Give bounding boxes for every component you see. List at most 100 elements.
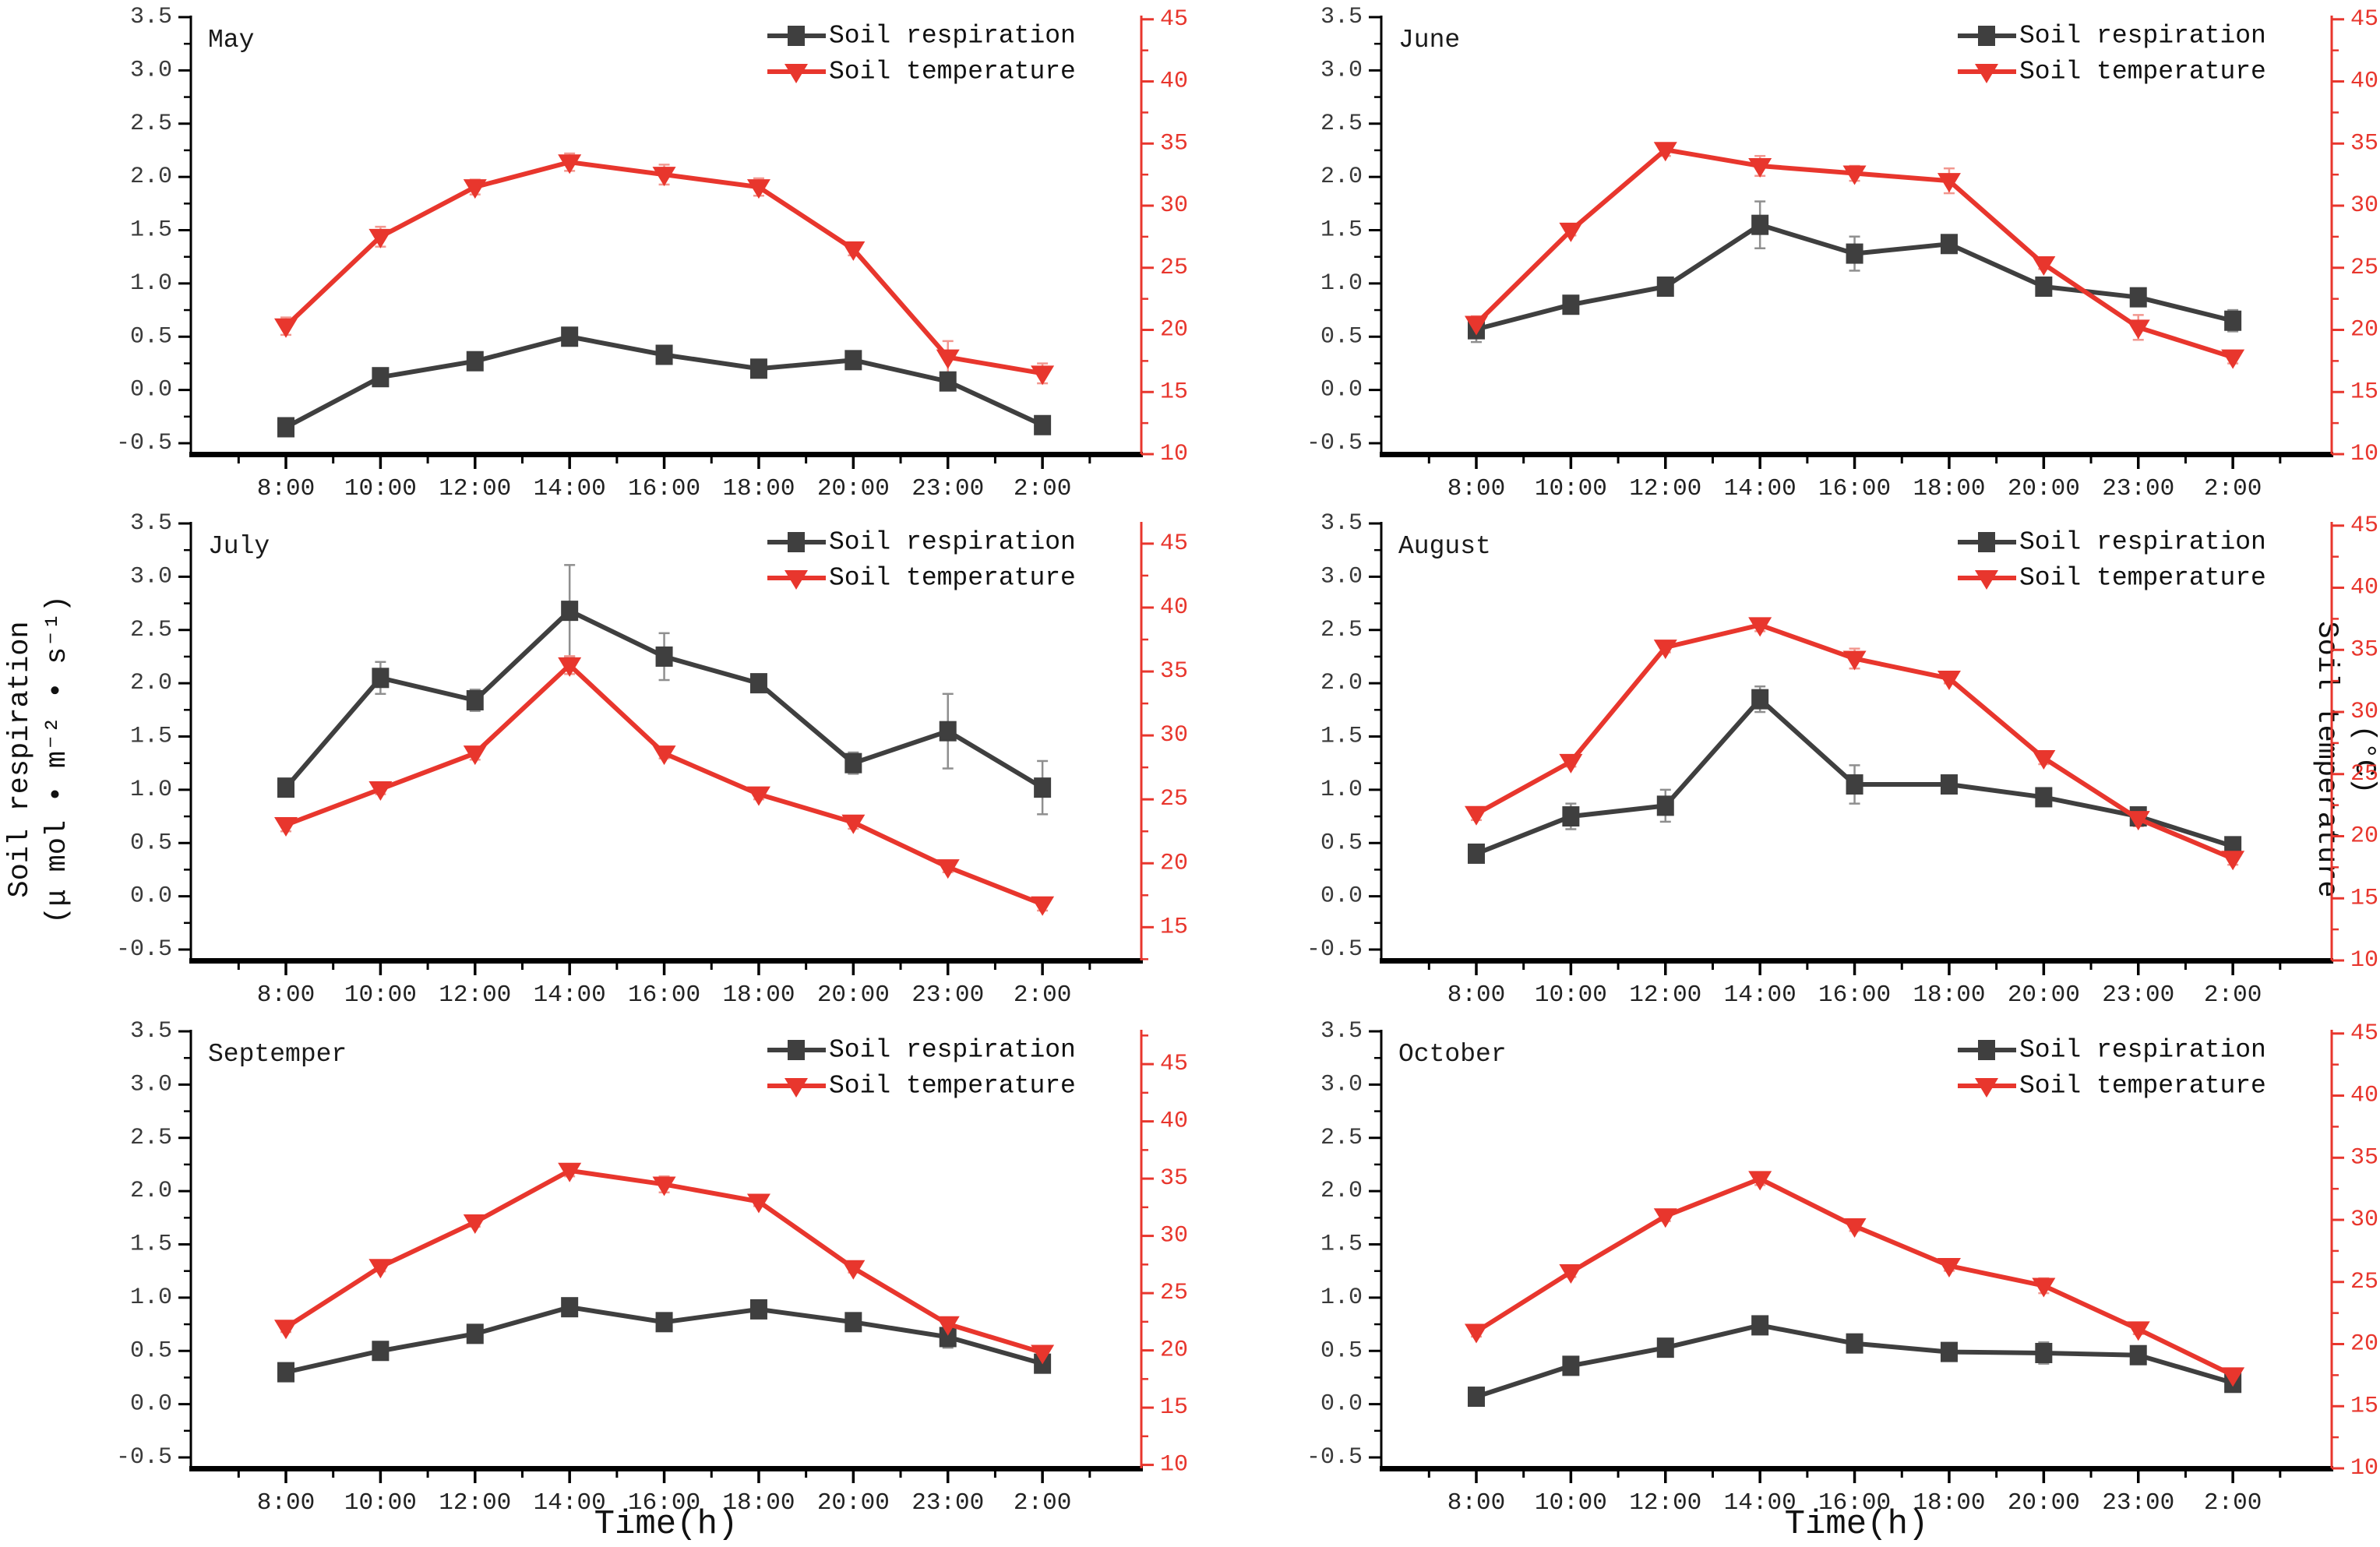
respiration-marker — [466, 690, 484, 711]
temperature-marker — [746, 786, 770, 806]
respiration-error-bars — [1471, 685, 2239, 861]
x-tick-label: 16:00 — [628, 981, 700, 1009]
respiration-marker — [466, 1323, 484, 1344]
axes: 3.5 3.0 2.5 2.0 1.5 1.0 0.5 0.0 -0.5 45 40 35 30 25 20… — [1306, 6, 2378, 502]
respiration-marker — [655, 646, 673, 667]
legend: Soil respiration Soil temperature — [767, 1036, 1076, 1101]
respiration-marker — [939, 1327, 957, 1348]
respiration-marker — [2035, 276, 2053, 297]
x-tick-label: 18:00 — [1913, 981, 1985, 1009]
respiration-markers — [277, 1297, 1052, 1383]
left-tick-label: -0.5 — [116, 936, 172, 963]
respiration-marker — [844, 1312, 862, 1333]
x-tick-label: 8:00 — [257, 981, 315, 1009]
respiration-markers — [1468, 1315, 2242, 1408]
x-tick-label: 10:00 — [1535, 475, 1607, 502]
left-tick-label: 2.0 — [1320, 164, 1363, 190]
temperature-marker — [2126, 1321, 2150, 1341]
right-tick-label: 10 — [2350, 1455, 2378, 1482]
legend-label: Soil respiration — [2019, 528, 2266, 557]
left-tick-label: 1.0 — [130, 1284, 172, 1311]
x-tick-label: 16:00 — [1818, 1489, 1891, 1517]
left-tick-label: 1.5 — [130, 217, 172, 244]
left-tick-label: 1.0 — [130, 270, 172, 297]
left-tick-label: 1.5 — [1320, 724, 1363, 750]
legend-temperature: Soil temperature — [767, 1072, 1076, 1101]
temperature-marker — [1937, 173, 1961, 193]
temperature-marker — [2221, 851, 2245, 871]
panel-title: August — [1398, 532, 1491, 561]
right-tick-label: 45 — [1160, 6, 1188, 33]
legend-label: Soil temperature — [2019, 58, 2266, 86]
legend-label: Soil temperature — [829, 564, 1076, 593]
temperature-marker — [652, 745, 676, 766]
x-tick-label: 18:00 — [722, 981, 795, 1009]
legend-triangle-marker-icon — [785, 1078, 808, 1098]
x-tick-label: 8:00 — [1447, 981, 1505, 1009]
legend: Soil respiration Soil temperature — [1958, 1036, 2266, 1101]
temperature-line — [284, 661, 1044, 907]
respiration-marker — [1846, 774, 1863, 795]
x-tick-label: 2:00 — [2204, 1489, 2262, 1517]
x-tick-label: 16:00 — [628, 475, 700, 502]
respiration-marker — [1846, 1333, 1863, 1354]
x-tick-label: 20:00 — [817, 1489, 890, 1517]
x-tick-label: 10:00 — [1535, 981, 1607, 1009]
left-tick-label: 0.0 — [1320, 1391, 1363, 1418]
right-tick-label: 35 — [2350, 636, 2378, 663]
left-tick-label: 0.5 — [1320, 323, 1363, 350]
x-tick-label: 23:00 — [2102, 981, 2174, 1009]
chart-panel-july: 3.5 3.0 2.5 2.0 1.5 1.0 0.5 0.0 -0.5 45 40 35 30 25 20… — [0, 513, 1190, 1023]
temperature-marker — [1031, 365, 1055, 386]
left-tick-label: 2.5 — [130, 111, 172, 137]
temperature-marker — [558, 154, 582, 174]
right-tick-label: 20 — [2350, 1331, 2378, 1358]
temperature-marker — [1559, 222, 1583, 242]
right-tick-label: 25 — [2350, 761, 2378, 788]
temperature-marker — [1559, 1264, 1583, 1284]
x-tick-label: 16:00 — [1818, 475, 1891, 502]
legend-label: Soil respiration — [2019, 22, 2266, 51]
right-tick-label: 40 — [1160, 1108, 1188, 1135]
left-tick-label: 2.0 — [130, 670, 172, 696]
temperature-marker — [1937, 670, 1961, 690]
left-tick-label: 0.5 — [130, 830, 172, 856]
axes: 3.5 3.0 2.5 2.0 1.5 1.0 0.5 0.0 -0.5 45 40 35 30 25 20… — [1306, 1020, 2378, 1517]
right-tick-label: 25 — [2350, 255, 2378, 281]
left-tick-label: 1.0 — [1320, 270, 1363, 297]
temperature-marker — [368, 1259, 393, 1279]
x-tick-label: 23:00 — [911, 981, 984, 1009]
legend-temperature: Soil temperature — [1958, 58, 2266, 86]
left-tick-label: 3.5 — [130, 513, 172, 537]
right-tick-label: 30 — [1160, 1223, 1188, 1249]
right-tick-label: 30 — [2350, 1207, 2378, 1233]
x-tick-label: 23:00 — [2102, 475, 2174, 502]
right-tick-label: 25 — [1160, 786, 1188, 812]
respiration-marker — [277, 417, 294, 438]
right-tick-label: 40 — [2350, 575, 2378, 601]
temperature-marker — [1748, 1171, 1772, 1191]
left-tick-label: 3.0 — [130, 57, 172, 83]
left-tick-label: 3.0 — [1320, 563, 1363, 590]
x-tick-label: 12:00 — [439, 981, 511, 1009]
x-tick-label: 10:00 — [344, 475, 417, 502]
axes: 3.5 3.0 2.5 2.0 1.5 1.0 0.5 0.0 -0.5 45 40 35 30 25 20… — [116, 1020, 1188, 1517]
left-tick-label: -0.5 — [1306, 430, 1363, 456]
left-tick-label: -0.5 — [116, 430, 172, 456]
right-tick-label: 25 — [2350, 1269, 2378, 1295]
legend: Soil respiration Soil temperature — [1958, 528, 2266, 593]
axes: 3.5 3.0 2.5 2.0 1.5 1.0 0.5 0.0 -0.5 45 40 35 30 25 20… — [116, 513, 1188, 1009]
temperature-markers — [1465, 1171, 2245, 1387]
temperature-marker — [1842, 165, 1867, 185]
temperature-marker — [274, 1320, 298, 1340]
legend-respiration: Soil respiration — [1958, 22, 2266, 51]
legend-square-marker-icon — [788, 26, 805, 46]
legend-respiration: Soil respiration — [767, 22, 1076, 51]
left-tick-label: 1.5 — [130, 1232, 172, 1258]
x-tick-label: 20:00 — [817, 981, 890, 1009]
right-tick-label: 30 — [2350, 699, 2378, 725]
respiration-marker — [1751, 1315, 1769, 1336]
legend-respiration: Soil respiration — [1958, 1036, 2266, 1065]
temperature-marker — [1465, 315, 1488, 336]
